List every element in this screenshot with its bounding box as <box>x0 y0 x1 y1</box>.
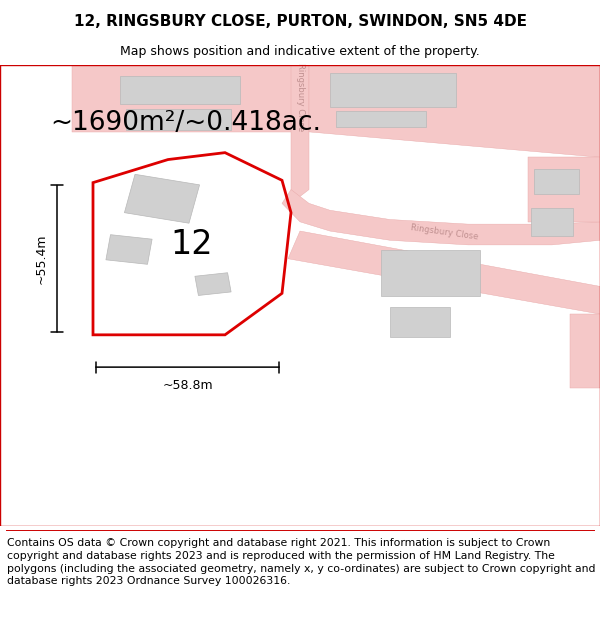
Text: 12: 12 <box>170 228 214 261</box>
Bar <box>336 111 426 128</box>
Polygon shape <box>106 235 152 264</box>
Bar <box>126 109 231 129</box>
Text: Ringsbury Close: Ringsbury Close <box>410 222 478 241</box>
Bar <box>531 208 573 236</box>
Text: Ringsbury Close: Ringsbury Close <box>296 63 305 131</box>
Text: ~55.4m: ~55.4m <box>35 234 48 284</box>
Text: 12, RINGSBURY CLOSE, PURTON, SWINDON, SN5 4DE: 12, RINGSBURY CLOSE, PURTON, SWINDON, SN… <box>74 14 527 29</box>
Text: ~58.8m: ~58.8m <box>162 379 213 392</box>
Bar <box>330 73 456 106</box>
Polygon shape <box>570 314 600 388</box>
Polygon shape <box>282 189 600 245</box>
Bar <box>534 169 579 194</box>
Polygon shape <box>195 272 231 296</box>
Polygon shape <box>124 174 200 223</box>
Polygon shape <box>528 158 600 222</box>
Text: Map shows position and indicative extent of the property.: Map shows position and indicative extent… <box>120 46 480 59</box>
Polygon shape <box>309 65 600 158</box>
Polygon shape <box>288 231 600 314</box>
Bar <box>381 249 480 296</box>
Polygon shape <box>72 65 300 132</box>
Bar <box>120 76 240 104</box>
Text: ~1690m²/~0.418ac.: ~1690m²/~0.418ac. <box>50 109 322 136</box>
Polygon shape <box>291 65 309 203</box>
Text: Contains OS data © Crown copyright and database right 2021. This information is : Contains OS data © Crown copyright and d… <box>7 538 596 586</box>
Bar <box>390 307 450 337</box>
